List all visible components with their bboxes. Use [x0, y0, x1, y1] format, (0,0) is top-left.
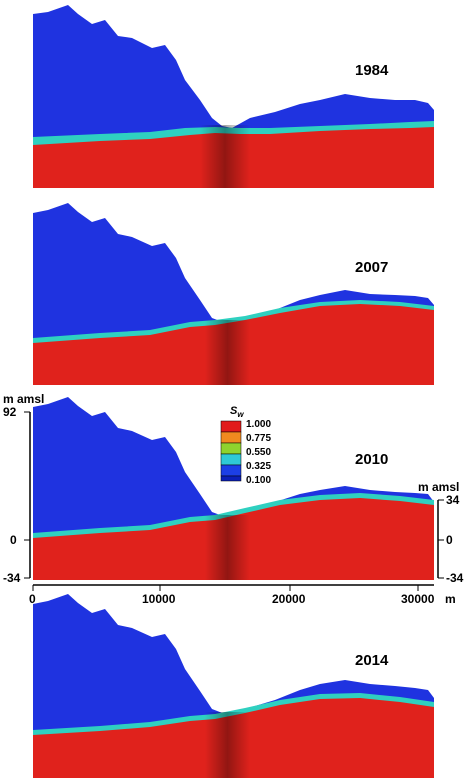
river-shadow — [205, 712, 250, 778]
x-tick-label: 20000 — [272, 592, 306, 606]
year-label-2014: 2014 — [355, 652, 389, 669]
year-label-2010: 2010 — [355, 451, 389, 468]
section-2010 — [24, 397, 444, 591]
legend-value: 0.325 — [246, 461, 272, 472]
river-shadow — [205, 515, 250, 580]
river-shadow — [205, 320, 250, 385]
x-tick-label: 10000 — [142, 592, 176, 606]
year-label-1984: 1984 — [355, 62, 389, 79]
section-2014 — [33, 594, 434, 778]
right-axis-unit: m amsl — [418, 480, 460, 494]
legend-value: 0.100 — [246, 475, 272, 486]
left-tick-label: 92 — [3, 405, 17, 419]
river-shadow — [200, 125, 250, 188]
left-tick-label: -34 — [3, 571, 21, 585]
legend-value: 0.550 — [246, 447, 272, 458]
section-1984 — [33, 5, 434, 188]
x-axis-unit: m — [445, 592, 456, 606]
left-tick-label: 0 — [10, 533, 17, 547]
legend-title: Sw — [230, 405, 244, 419]
legend-value: 1.000 — [246, 419, 272, 430]
section-2007 — [33, 203, 434, 385]
legend-value: 0.775 — [246, 433, 272, 444]
legend-colorbar — [220, 420, 242, 482]
left-axis-unit: m amsl — [3, 392, 45, 406]
legend-title-sub: w — [237, 410, 244, 420]
legend-title-main: S — [230, 405, 238, 417]
right-tick-label: 34 — [446, 493, 460, 507]
right-tick-label: -34 — [446, 571, 464, 585]
x-tick-label: 0 — [29, 592, 36, 606]
x-tick-label: 30000 — [401, 592, 435, 606]
right-tick-label: 0 — [446, 533, 453, 547]
year-label-2007: 2007 — [355, 259, 389, 276]
